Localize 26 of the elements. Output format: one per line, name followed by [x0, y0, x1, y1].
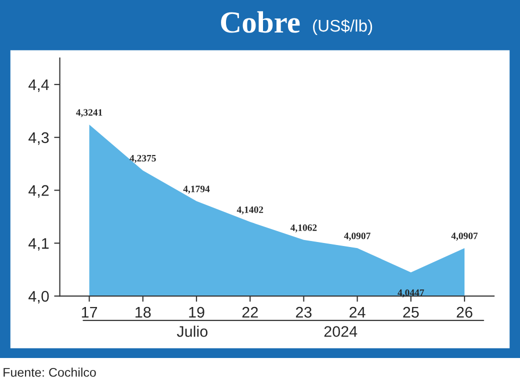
x-tick-label: 24	[350, 306, 366, 318]
x-tick-label: 25	[403, 306, 419, 318]
data-label: 4,1794	[183, 186, 210, 194]
x-tick-label: 22	[242, 306, 258, 318]
text: Julio	[176, 326, 208, 337]
y-tick-label: 4,0	[28, 290, 49, 304]
y-tick-label: 4,2	[28, 185, 49, 198]
source-note: Fuente: Cochilco	[4, 368, 96, 377]
x-tick-label: 26	[456, 306, 472, 318]
data-label: 4,1402	[236, 206, 264, 214]
data-label: 4,0907	[451, 232, 478, 241]
data-label: 4,3241	[76, 109, 102, 118]
data-label: 4,1062	[290, 224, 317, 232]
x-tick-label: 19	[189, 306, 204, 318]
chart-title: Cobre	[221, 11, 300, 33]
y-tick-label: 4,4	[28, 80, 49, 92]
data-label: 4,0447	[398, 289, 424, 298]
x-tick-label: 23	[296, 306, 312, 318]
x-tick-label: 18	[136, 306, 151, 318]
y-tick-label: 4,1	[28, 238, 49, 251]
data-label: 4,2375	[130, 154, 156, 163]
text: 2024	[324, 326, 358, 337]
chart-subtitle: (US$/lb)	[313, 19, 372, 35]
y-tick-label: 4,3	[28, 132, 49, 145]
x-tick-label: 17	[82, 307, 98, 318]
data-label: 4,0907	[344, 232, 370, 241]
